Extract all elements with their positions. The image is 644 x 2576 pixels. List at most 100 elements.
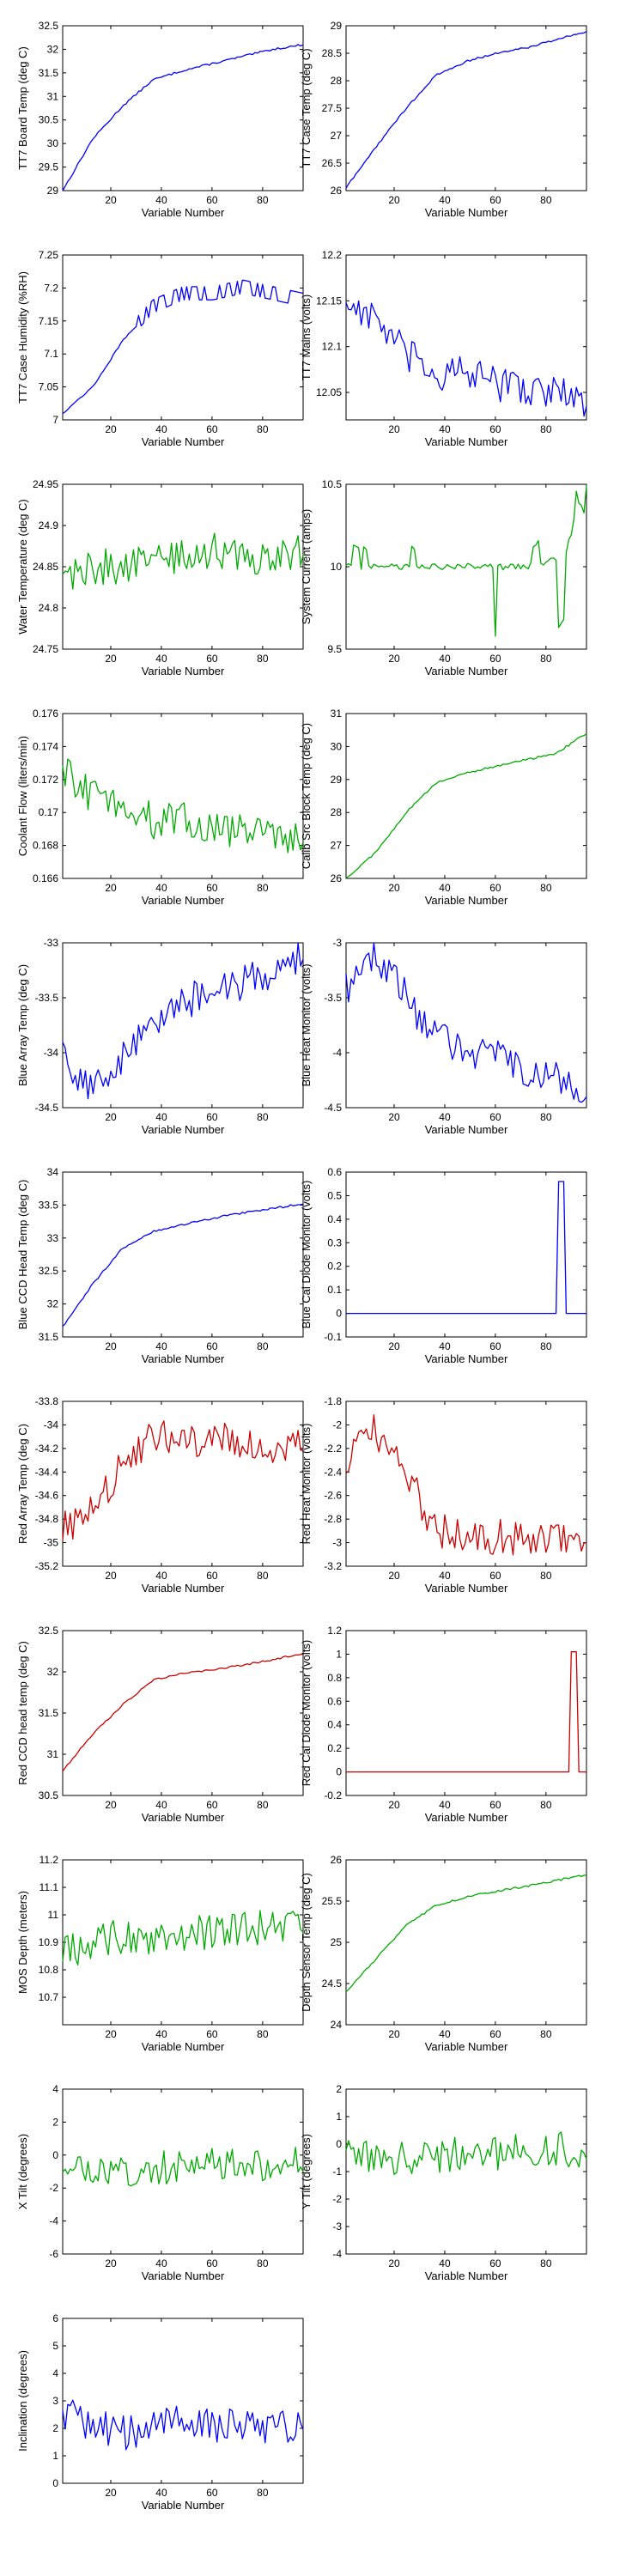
series-line — [62, 2399, 304, 2451]
x-axis-label: Variable Number — [142, 894, 225, 907]
y-tick-label: 31 — [47, 1748, 59, 1760]
y-tick-label: 29 — [331, 774, 343, 786]
chart-21: 20 40 60 80 0 1 2 3 4 5 6 Variable Number Inclinatio… — [16, 2312, 304, 2512]
y-axis-label: Water Temperature (deg C) — [16, 499, 29, 635]
x-tick-label: 80 — [257, 1111, 269, 1123]
y-tick-label: -2 — [332, 1419, 342, 1431]
y-tick-label: 0.1 — [327, 1284, 342, 1296]
y-axis-label: Coolant Flow (liters/min) — [16, 736, 29, 856]
y-tick-label: -3.2 — [324, 1560, 342, 1572]
x-tick-label: 60 — [489, 423, 501, 435]
x-tick-label: 40 — [155, 1570, 167, 1582]
x-tick-label: 60 — [206, 1111, 218, 1123]
y-axis-label: Red Heat Monitor (volts) — [300, 1424, 313, 1545]
y-tick-label: 11.2 — [39, 1854, 59, 1866]
series-line — [345, 2131, 587, 2175]
x-tick-label: 80 — [540, 1340, 552, 1352]
chart-2: 20 40 60 80 26 26.5 27 27.5 28 28.5 29 Variable Num… — [300, 20, 587, 219]
series-line — [345, 732, 587, 879]
x-tick-label: 60 — [206, 2257, 218, 2269]
y-axis-label: TT7 Case Temp (deg C) — [300, 48, 313, 167]
y-tick-label: 12.1 — [322, 341, 343, 353]
series-line — [62, 1203, 304, 1327]
y-tick-label: 0.2 — [327, 1261, 342, 1273]
x-tick-label: 40 — [155, 2487, 167, 2499]
y-tick-label: -34.4 — [35, 1466, 59, 1478]
y-tick-label: 10.8 — [39, 1964, 59, 1976]
y-tick-label: 7.05 — [39, 381, 59, 393]
x-tick-label: 20 — [388, 1799, 400, 1811]
y-tick-label: 24.5 — [322, 1978, 343, 1990]
chart-14: 20 40 60 80 -3.2 -3 -2.8 -2.6 -2.4 -2.2 -2 -1.8 Vari… — [300, 1395, 587, 1595]
series-line — [62, 758, 304, 854]
y-tick-label: 30 — [331, 740, 343, 752]
y-tick-label: -34.6 — [35, 1490, 59, 1502]
y-axis-label: System Current (amps) — [300, 509, 313, 624]
y-tick-label: 12.2 — [322, 249, 343, 261]
x-tick-label: 20 — [388, 2028, 400, 2040]
x-tick-label: 20 — [105, 2028, 117, 2040]
x-axis-label: Variable Number — [142, 1123, 225, 1136]
y-tick-label: 32.5 — [39, 1625, 59, 1637]
plot-frame — [345, 1859, 587, 2026]
x-tick-label: 60 — [489, 2028, 501, 2040]
x-tick-label: 20 — [105, 1570, 117, 1582]
y-tick-label: -2 — [49, 2182, 58, 2194]
chart-12: 20 40 60 80 -0.1 0 0.1 0.2 0.3 0.4 0.5 0.6 Variable … — [300, 1166, 587, 1365]
x-tick-label: 20 — [105, 2487, 117, 2499]
y-tick-label: 0 — [52, 2477, 58, 2489]
y-tick-label: 11 — [48, 1909, 59, 1921]
x-tick-label: 40 — [155, 1799, 167, 1811]
x-axis-label: Variable Number — [142, 1811, 225, 1824]
x-tick-label: 40 — [439, 1799, 451, 1811]
x-axis-label: Variable Number — [142, 665, 225, 677]
chart-1: 20 40 60 80 29 29.5 30 30.5 31 31.5 32 32.5 Variable… — [16, 20, 304, 219]
x-tick-label: 80 — [257, 1799, 269, 1811]
plot-frame — [62, 2318, 304, 2484]
y-axis-label: Blue Cal Diode Monitor (volts) — [300, 1181, 313, 1329]
y-tick-label: 24 — [331, 2019, 343, 2031]
series-line — [62, 532, 304, 590]
x-tick-label: 20 — [388, 194, 400, 206]
y-tick-label: -2.2 — [324, 1443, 342, 1455]
x-tick-label: 20 — [105, 1111, 117, 1123]
x-tick-label: 40 — [439, 653, 451, 665]
x-tick-label: 40 — [155, 194, 167, 206]
chart-8: 20 40 60 80 26 27 28 29 30 31 Variable Number Calib… — [300, 708, 587, 907]
x-axis-label: Variable Number — [425, 435, 508, 448]
y-tick-label: 7 — [52, 414, 58, 426]
y-tick-label: 0.172 — [33, 774, 58, 786]
x-axis-label: Variable Number — [142, 2499, 225, 2512]
x-axis-label: Variable Number — [425, 1582, 508, 1595]
series-line — [345, 1414, 587, 1556]
x-axis-label: Variable Number — [425, 894, 508, 907]
x-tick-label: 60 — [489, 1111, 501, 1123]
y-tick-label: 0.17 — [39, 806, 59, 818]
y-axis-label: Red CCD head temp (deg C) — [16, 1641, 29, 1785]
x-tick-label: 60 — [206, 194, 218, 206]
plot-frame — [345, 1171, 587, 1338]
x-tick-label: 40 — [155, 882, 167, 894]
series-line — [62, 1910, 304, 1966]
y-tick-label: 31 — [331, 708, 343, 720]
chart-3: 20 40 60 80 7 7.05 7.1 7.15 7.2 7.25 Variable Numb… — [16, 249, 304, 448]
y-axis-label: Calib Src Block Temp (deg C) — [300, 723, 313, 869]
y-tick-label: 34 — [47, 1166, 59, 1178]
y-tick-label: -3.5 — [324, 992, 342, 1004]
x-tick-label: 40 — [155, 2257, 167, 2269]
chart-15: 20 40 60 80 30.5 31 31.5 32 32.5 Variable Number R… — [16, 1625, 304, 1824]
y-tick-label: -35 — [44, 1537, 59, 1549]
chart-11: 20 40 60 80 31.5 32 32.5 33 33.5 34 Variable Numbe… — [16, 1166, 304, 1365]
series-line — [62, 279, 304, 415]
y-axis-label: Blue Array Temp (deg C) — [16, 964, 29, 1086]
y-tick-label: -4 — [332, 1047, 342, 1059]
x-tick-label: 60 — [206, 1570, 218, 1582]
y-tick-label: -1 — [332, 2166, 342, 2178]
y-tick-label: 31 — [47, 90, 59, 102]
y-tick-label: -3 — [332, 937, 342, 949]
y-axis-label: Inclination (degrees) — [16, 2350, 29, 2451]
y-tick-label: 10 — [331, 561, 343, 573]
series-line — [62, 942, 304, 1100]
y-tick-label: 12.15 — [316, 295, 342, 307]
y-tick-label: 1 — [336, 2111, 342, 2123]
